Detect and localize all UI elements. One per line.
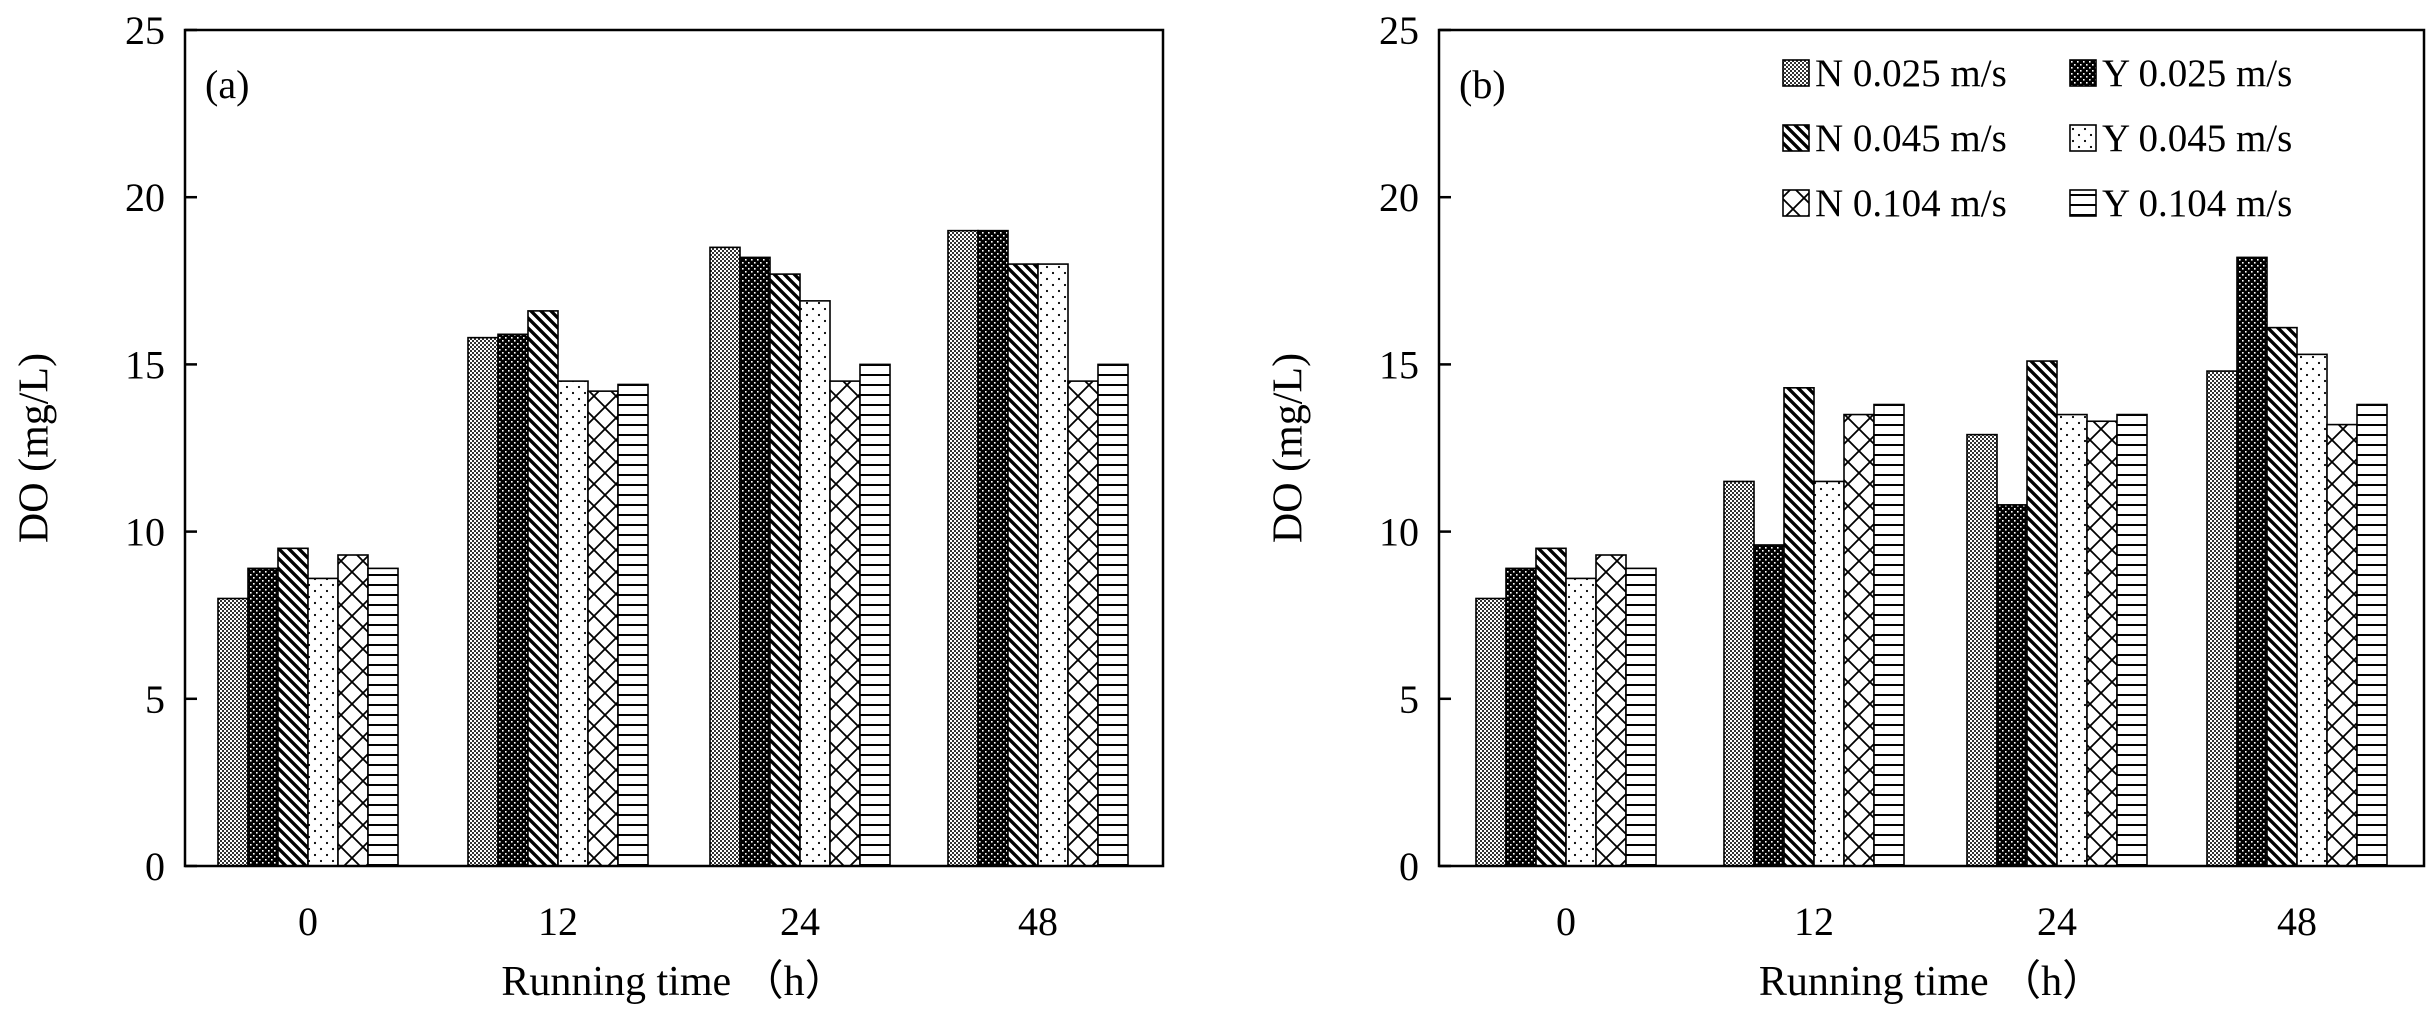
- legend-label: Y 0.025 m/s: [2102, 52, 2292, 95]
- panel-label: (a): [205, 62, 249, 107]
- chart-panel-b: 0 5 10 15 20 25 0 12 24 48 Running time （h） DO (mg/…: [1266, 8, 2426, 1005]
- bar-y-0-025-m-s-t24: [1996, 504, 2028, 867]
- bar-n-0-045-m-s-t24: [769, 273, 801, 867]
- x-tick-label: 24: [780, 899, 820, 944]
- bar-y-0-045-m-s-t48: [1037, 263, 1069, 867]
- bar-n-0-025-m-s-t0: [1475, 597, 1507, 867]
- legend-label: N 0.104 m/s: [1815, 182, 2007, 225]
- bar-n-0-045-m-s-t0: [1535, 547, 1567, 867]
- bar-n-0-025-m-s-t24: [709, 246, 741, 867]
- x-tick-label: 48: [1018, 899, 1058, 944]
- bar-n-0-104-m-s-t0: [337, 554, 369, 867]
- bar-n-0-104-m-s-t24: [829, 380, 861, 867]
- legend-swatch: [2069, 59, 2097, 87]
- bar-n-0-104-m-s-t24: [2086, 420, 2118, 867]
- bar-y-0-045-m-s-t24: [799, 300, 831, 867]
- bar-y-0-045-m-s-t12: [557, 380, 589, 867]
- panel-label: (b): [1459, 62, 1506, 107]
- y-axis-title: DO (mg/L): [1266, 353, 1312, 543]
- legend-swatch: [1782, 189, 1810, 217]
- bar-y-0-104-m-s-t0: [1625, 567, 1657, 867]
- bar-y-0-025-m-s-t0: [1505, 567, 1537, 867]
- y-tick-label: 25: [125, 8, 165, 53]
- y-tick-label: 20: [125, 175, 165, 220]
- bar-n-0-045-m-s-t0: [277, 547, 309, 867]
- bar-n-0-025-m-s-t12: [1723, 480, 1755, 867]
- bar-n-0-025-m-s-t12: [467, 336, 499, 867]
- legend-swatch: [1782, 124, 1810, 152]
- bar-y-0-104-m-s-t0: [367, 567, 399, 867]
- bar-y-0-025-m-s-t48: [977, 229, 1009, 867]
- y-axis-title: DO (mg/L): [12, 353, 58, 543]
- y-tick-label: 15: [1379, 342, 1419, 387]
- y-tick-label: 0: [145, 844, 165, 889]
- bar-n-0-045-m-s-t48: [1007, 263, 1039, 867]
- bar-y-0-104-m-s-t24: [859, 363, 891, 867]
- y-tick-label: 15: [125, 342, 165, 387]
- bar-y-0-104-m-s-t48: [2356, 403, 2388, 867]
- y-tick-label: 25: [1379, 8, 1419, 53]
- bar-n-0-104-m-s-t48: [1067, 380, 1099, 867]
- legend-label: N 0.045 m/s: [1815, 117, 2007, 160]
- legend-swatch: [2069, 189, 2097, 217]
- bar-n-0-025-m-s-t24: [1966, 433, 1998, 867]
- x-tick-label: 0: [298, 899, 318, 944]
- bar-n-0-104-m-s-t0: [1595, 554, 1627, 867]
- bar-n-0-104-m-s-t48: [2326, 423, 2358, 867]
- x-tick-label: 12: [538, 899, 578, 944]
- x-tick-label: 48: [2277, 899, 2317, 944]
- legend-label: Y 0.045 m/s: [2102, 117, 2292, 160]
- legend: N 0.025 m/s Y 0.025 m/s N 0.045 m/s Y 0.045…: [1782, 52, 2292, 225]
- bar-n-0-104-m-s-t12: [1843, 413, 1875, 867]
- bar-n-0-045-m-s-t12: [1783, 387, 1815, 867]
- y-tick-label: 5: [145, 677, 165, 722]
- bar-y-0-025-m-s-t48: [2236, 256, 2268, 867]
- bar-n-0-025-m-s-t48: [2206, 370, 2238, 867]
- legend-label: N 0.025 m/s: [1815, 52, 2007, 95]
- plot-frame: [183, 28, 1165, 868]
- y-tick-label: 10: [1379, 510, 1419, 555]
- x-tick-label: 12: [1794, 899, 1834, 944]
- bar-y-0-025-m-s-t0: [247, 567, 279, 867]
- bar-y-0-104-m-s-t48: [1097, 363, 1129, 867]
- chart-panel-a: 0 5 10 15 20 25 0 12 24 48 Running time （h） DO (mg/…: [12, 8, 1165, 1005]
- x-tick-label: 24: [2037, 899, 2077, 944]
- bar-y-0-104-m-s-t12: [617, 383, 649, 867]
- bar-n-0-025-m-s-t0: [217, 597, 249, 867]
- plot-frame: [1437, 28, 2426, 868]
- x-axis-title: Running time （h）: [1759, 959, 2104, 1005]
- legend-swatch: [2069, 124, 2097, 152]
- x-axis-title: Running time （h）: [501, 959, 846, 1005]
- bar-y-0-045-m-s-t12: [1813, 480, 1845, 867]
- bar-y-0-104-m-s-t12: [1873, 403, 1905, 867]
- bar-y-0-045-m-s-t48: [2296, 353, 2328, 867]
- bar-y-0-025-m-s-t12: [1753, 544, 1785, 867]
- bar-n-0-045-m-s-t48: [2266, 326, 2298, 867]
- bar-n-0-045-m-s-t24: [2026, 360, 2058, 867]
- bar-y-0-045-m-s-t24: [2056, 413, 2088, 867]
- y-tick-label: 0: [1399, 844, 1419, 889]
- y-tick-label: 10: [125, 510, 165, 555]
- legend-swatch: [1782, 59, 1810, 87]
- bar-y-0-104-m-s-t24: [2116, 413, 2148, 867]
- bar-y-0-025-m-s-t12: [497, 333, 529, 867]
- x-tick-label: 0: [1556, 899, 1576, 944]
- legend-label: Y 0.104 m/s: [2102, 182, 2292, 225]
- bar-y-0-045-m-s-t0: [307, 577, 339, 867]
- y-tick-label: 5: [1399, 677, 1419, 722]
- bar-y-0-045-m-s-t0: [1565, 577, 1597, 867]
- bar-n-0-045-m-s-t12: [527, 310, 559, 867]
- y-tick-label: 20: [1379, 175, 1419, 220]
- bar-y-0-025-m-s-t24: [739, 256, 771, 867]
- bar-n-0-025-m-s-t48: [947, 229, 979, 867]
- bar-n-0-104-m-s-t12: [587, 390, 619, 867]
